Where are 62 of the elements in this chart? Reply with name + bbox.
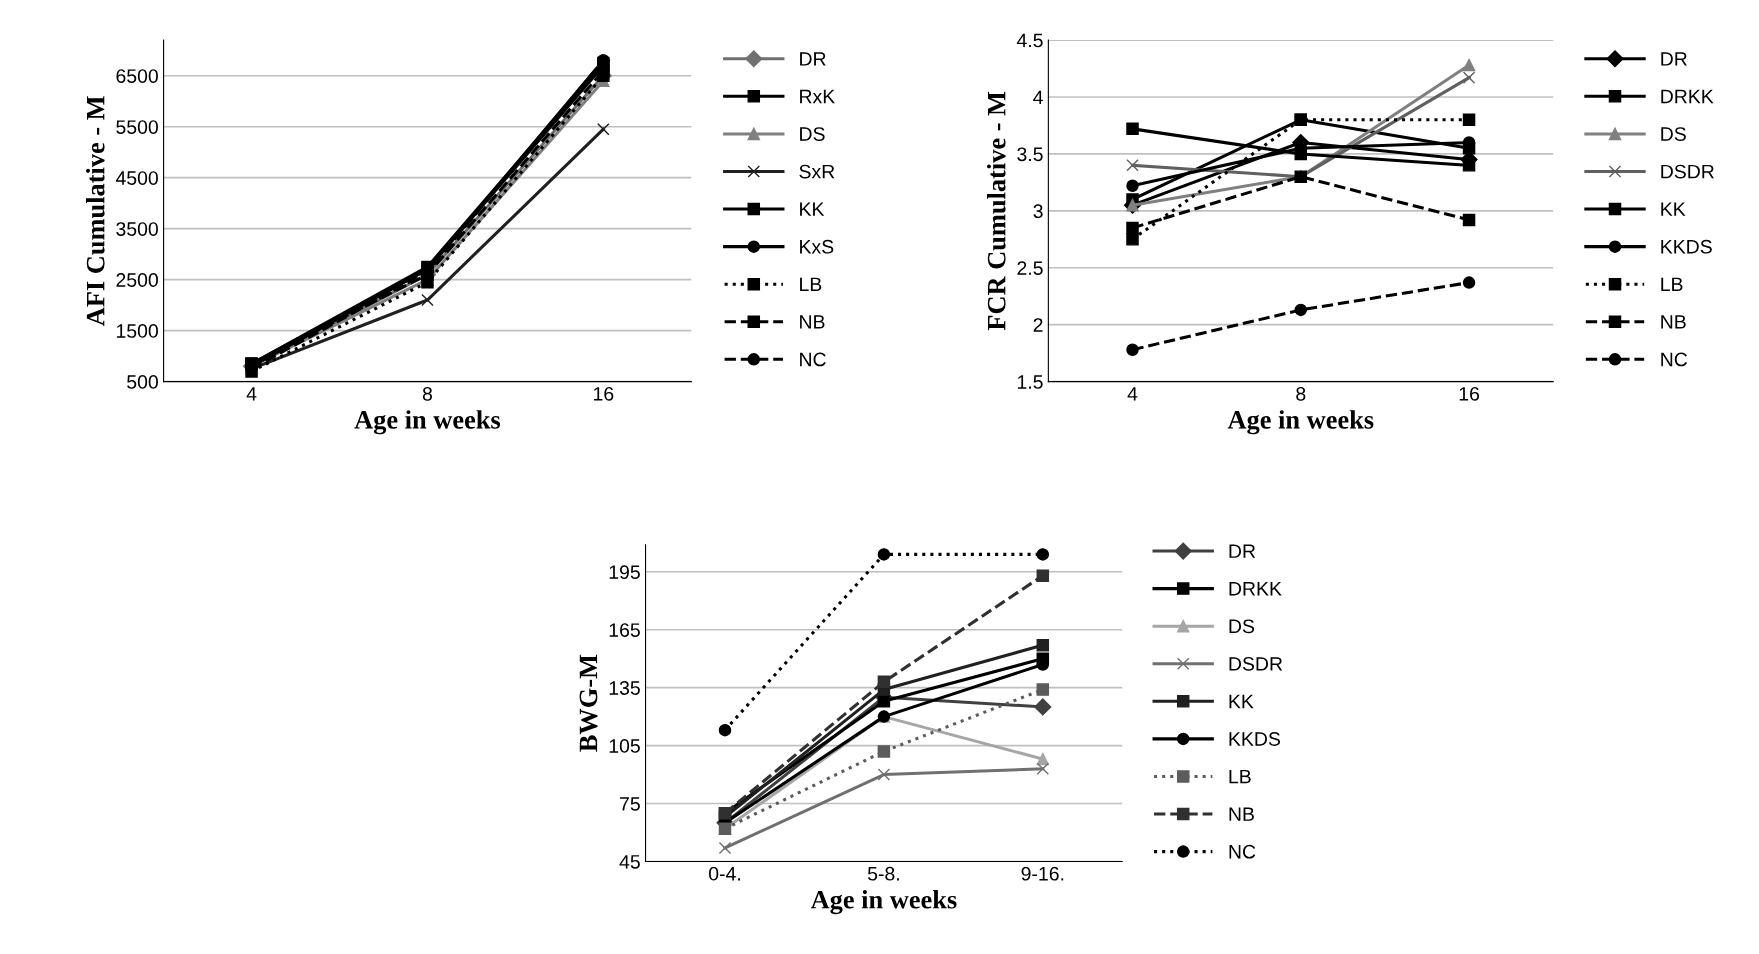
y-tick-label: 5500: [116, 120, 158, 134]
y-axis-title: AFI Cumulative - M: [85, 96, 105, 327]
legend-label: KKDS: [1229, 732, 1280, 746]
legend-label: DSDR: [1229, 656, 1283, 671]
y-tick-label: 500: [127, 375, 158, 389]
legend-label: DS: [800, 127, 825, 141]
x-tick-label: 8: [422, 386, 432, 401]
legend-label: DR: [1229, 544, 1256, 558]
x-tick-label: 16: [1459, 386, 1480, 401]
legend-label: DRKK: [1661, 89, 1714, 104]
y-tick-label: 6500: [116, 69, 158, 83]
legend-label: NB: [1229, 807, 1254, 821]
legend-label: KK: [1661, 202, 1686, 216]
legend-label: NC: [1661, 352, 1688, 367]
legend-label: KK: [1229, 694, 1254, 709]
y-tick-label: 2500: [116, 273, 158, 287]
legend-label: KK: [800, 202, 825, 216]
x-tick-label: 8: [1296, 386, 1306, 401]
legend-label: LB: [1229, 769, 1251, 784]
legend-label: DRKK: [1229, 582, 1282, 596]
y-tick-label: 3: [1033, 204, 1043, 219]
legend-label: RxK: [800, 89, 836, 104]
legend-label: NC: [800, 352, 826, 367]
legend-label: DR: [800, 52, 826, 66]
y-tick-label: 3500: [116, 222, 158, 236]
y-tick-label: 105: [609, 739, 640, 753]
y-tick-label: 4: [1033, 90, 1043, 105]
x-tick-label: 16: [594, 386, 614, 401]
y-tick-label: 165: [609, 623, 640, 637]
legend-label: NB: [1661, 315, 1686, 329]
legend-label: DS: [1229, 619, 1255, 634]
x-tick-label: 4: [246, 387, 257, 401]
y-tick-label: 2.5: [1017, 261, 1043, 275]
legend-label: NC: [1229, 844, 1256, 859]
legend-label: KxS: [800, 239, 834, 254]
legend-label: LB: [1661, 277, 1683, 291]
y-axis-title: FCR Cumulative - M: [986, 91, 1006, 331]
x-tick-label: 4: [1127, 387, 1138, 401]
legend-label: NB: [800, 315, 825, 329]
legend-label: DS: [1661, 127, 1686, 141]
legend-label: DSDR: [1661, 164, 1714, 179]
x-tick-label: 9-16.: [1021, 866, 1064, 881]
y-tick-label: 4500: [115, 171, 158, 185]
y-tick-label: 2: [1033, 318, 1043, 332]
x-tick-label: 5-8.: [867, 866, 899, 881]
legend-label: LB: [800, 277, 822, 291]
y-tick-label: 4.5: [1016, 33, 1043, 48]
y-tick-label: 3.5: [1017, 147, 1043, 162]
x-axis-title: Age in weeks: [810, 890, 957, 915]
y-tick-label: 75: [620, 797, 640, 811]
x-axis-title: Age in weeks: [1227, 410, 1374, 435]
y-tick-label: 45: [619, 855, 640, 869]
y-tick-label: 195: [609, 565, 640, 580]
legend-label: SxR: [799, 164, 835, 179]
x-axis-title: Age in weeks: [354, 410, 501, 435]
x-tick-label: 0-4.: [709, 866, 740, 881]
y-tick-label: 1.5: [1017, 375, 1043, 389]
legend-label: KKDS: [1661, 239, 1712, 254]
y-tick-label: 135: [609, 681, 640, 695]
y-tick-label: 1500: [116, 324, 158, 338]
y-axis-title: BWG-M: [579, 654, 598, 752]
legend-label: DR: [1661, 52, 1687, 66]
